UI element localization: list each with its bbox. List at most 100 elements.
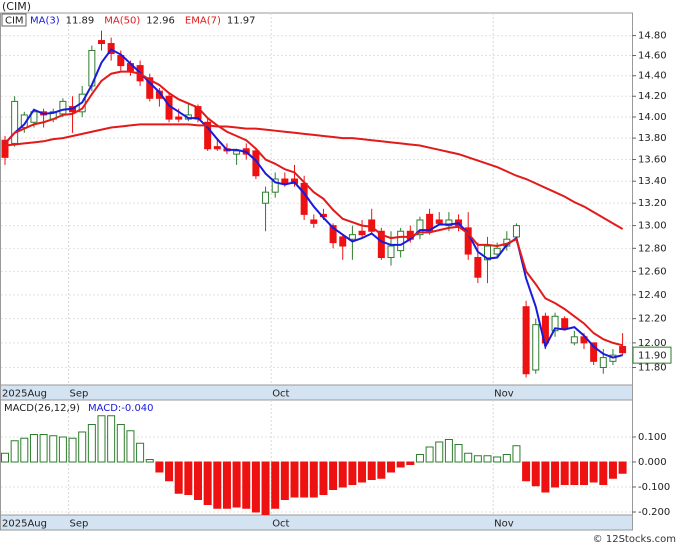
macd-bar (174, 461, 183, 494)
y-tick-label: -0.200 (638, 507, 670, 518)
macd-bar (580, 461, 588, 485)
candle-body (570, 336, 578, 344)
macd-bar (560, 461, 569, 485)
candle-body (358, 230, 366, 236)
candle-body (233, 150, 241, 155)
last-price-label: 11.90 (638, 351, 667, 362)
candle-body (426, 213, 434, 232)
candle-body (310, 219, 318, 224)
macd-bar (608, 461, 617, 479)
candle-body (377, 230, 385, 259)
macd-bar (68, 437, 77, 463)
macd-bar (599, 461, 608, 485)
candle-body (551, 315, 559, 332)
candle-body (204, 121, 212, 150)
y-tick-label: 13.80 (638, 133, 667, 144)
legend-name: MA(3) (30, 16, 60, 27)
macd-bar (551, 461, 560, 488)
candle-body (300, 182, 308, 215)
macd-bar (512, 445, 521, 463)
candle-body (146, 77, 154, 99)
candle-body (590, 342, 598, 362)
macd-bar (589, 461, 598, 483)
candle-body (532, 324, 540, 371)
y-tick-label: 12.00 (638, 338, 667, 349)
macd-bar (251, 461, 260, 513)
macd-bar (29, 434, 38, 463)
candle-body (213, 146, 221, 150)
macd-bar (319, 461, 328, 495)
macd-bar (435, 441, 444, 463)
macd-bar (232, 461, 241, 508)
macd-bar (107, 415, 116, 463)
macd-bar (1, 452, 9, 463)
candle-body (262, 191, 270, 204)
macd-bar (415, 454, 424, 463)
macd-bar (338, 461, 347, 488)
macd-bar (222, 461, 231, 509)
date-strip (0, 514, 633, 531)
last-price-box (632, 346, 672, 364)
y-tick-label: 13.20 (638, 198, 667, 209)
macd-bar (165, 461, 174, 482)
y-tick-label: 14.20 (638, 91, 667, 102)
y-tick-label: 12.20 (638, 314, 667, 325)
y-tick-label: 13.40 (638, 176, 667, 187)
candle-body (339, 236, 347, 247)
macd-bar (309, 461, 318, 498)
macd-bar (454, 444, 463, 463)
macd-bar (155, 461, 164, 473)
macd-title: MACD(26,12,9) (4, 403, 80, 414)
macd-bar (271, 461, 280, 509)
macd-bar (483, 455, 492, 463)
macd-bar (97, 415, 106, 463)
macd-bar (280, 461, 289, 500)
macd-bar (425, 446, 434, 463)
macd-bar (136, 442, 145, 463)
indicator-line (4, 123, 624, 230)
macd-bar (87, 424, 96, 463)
candle-body (484, 245, 491, 261)
x-tick-label: Nov (494, 389, 514, 400)
macd-bar (194, 461, 202, 500)
macd-bar (290, 461, 299, 498)
x-tick-label: Sep (70, 519, 89, 530)
candle-body (397, 230, 405, 252)
symbol: CIM (5, 16, 24, 27)
candle-body (387, 245, 395, 259)
candle-body (474, 257, 482, 278)
y-tick-label: 0.100 (638, 432, 667, 443)
macd-bar (242, 461, 251, 509)
macd-bar (396, 461, 405, 468)
candle-body (30, 111, 38, 123)
legend-value: 11.97 (227, 16, 256, 27)
macd-bar (39, 434, 48, 463)
chart-title: (CIM) (2, 0, 31, 13)
macd-bar (348, 461, 357, 485)
y-tick-label: 14.40 (638, 71, 667, 82)
macd-bar (387, 461, 395, 473)
y-tick-label: 12.80 (638, 243, 667, 254)
x-tick-label: 2025Aug (2, 389, 47, 400)
candle-body (416, 219, 424, 236)
macd-bar (329, 461, 338, 490)
candle-body (98, 40, 105, 45)
macd-bar (49, 435, 58, 463)
macd-bar (444, 439, 453, 463)
indicator-line (4, 70, 623, 347)
candle-body (599, 357, 607, 369)
macd-bar (377, 461, 386, 479)
macd-bar (493, 456, 502, 463)
macd-bar (116, 424, 125, 463)
x-tick-label: Oct (272, 389, 289, 400)
macd-bar (358, 461, 367, 483)
y-tick-label: 14.00 (638, 112, 667, 123)
macd-bar (618, 461, 627, 474)
macd-bar (502, 454, 511, 463)
candle-body (619, 346, 627, 354)
macd-legend: MACD:-0.040 (88, 403, 154, 414)
macd-bar (473, 455, 482, 463)
macd-bar (570, 461, 579, 485)
